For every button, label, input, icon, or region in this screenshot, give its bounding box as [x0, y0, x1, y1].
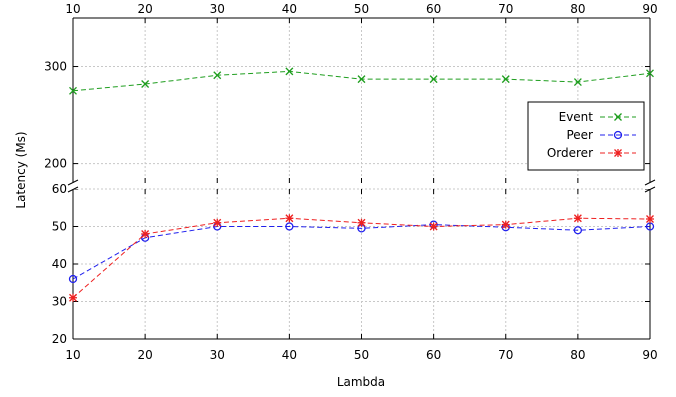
y-tick-label: 30 — [52, 295, 67, 309]
x-axis-label: Lambda — [337, 375, 385, 389]
data-point-event — [573, 78, 582, 87]
x-tick-label-bottom: 90 — [642, 348, 657, 362]
data-point-event — [501, 75, 510, 84]
axis-break-gap — [67, 183, 79, 189]
data-point-orderer — [141, 230, 150, 238]
axis-break-mark — [644, 186, 656, 193]
marker-stroke — [141, 80, 150, 88]
legend-box — [527, 101, 645, 171]
legend-marker-orderer — [614, 149, 622, 157]
marker-circle — [573, 226, 583, 235]
x-tick-label-bottom: 20 — [137, 348, 152, 362]
x-tick-label-bottom: 70 — [498, 348, 513, 362]
marker-stroke — [285, 67, 294, 76]
data-point-event — [69, 86, 77, 95]
legend-marker-peer — [613, 130, 623, 140]
y-tick-label: 40 — [52, 257, 67, 271]
legend-marker-event — [614, 113, 622, 121]
x-tick-label-bottom: 40 — [282, 348, 297, 362]
data-point-event — [357, 75, 366, 84]
marker-stroke — [213, 71, 222, 80]
x-tick-label-bottom: 60 — [426, 348, 441, 362]
data-point-event — [429, 75, 438, 84]
data-point-orderer — [501, 220, 510, 229]
y-tick-label: 20 — [52, 332, 67, 346]
tick-labels: 10 10 20 20 30 30 40 40 50 50 60 60 70 70 80 80 90 90 200 3… — [44, 2, 658, 362]
data-point-peer — [285, 222, 294, 231]
x-tick-label-top: 10 — [65, 2, 80, 16]
y-tick-label: 60 — [52, 182, 67, 196]
data-point-event — [213, 71, 222, 80]
marker-stroke — [429, 75, 438, 84]
marker-stroke — [69, 86, 77, 95]
data-point-orderer — [357, 218, 366, 227]
data-point-peer — [573, 226, 583, 235]
plot-frame — [67, 17, 656, 340]
marker-circle — [285, 222, 294, 231]
axis-break-gap — [644, 183, 656, 189]
axis-break-mark — [67, 186, 79, 193]
data-point-orderer — [213, 218, 222, 227]
x-tick-label-top: 70 — [498, 2, 513, 16]
x-tick-label-top: 30 — [210, 2, 225, 16]
marker-circle — [613, 130, 623, 140]
series-layer — [68, 67, 655, 302]
legend-label-event: Event — [559, 110, 594, 124]
marker-stroke — [573, 78, 582, 87]
y-axis-label: Latency (Ms) — [14, 131, 28, 208]
data-point-event — [141, 80, 150, 88]
axis-break-mark — [644, 179, 656, 186]
legend: Event Peer Orderer — [527, 101, 645, 171]
marker-stroke — [646, 69, 654, 78]
marker-stroke — [614, 113, 622, 121]
x-tick-label-top: 20 — [137, 2, 152, 16]
data-point-event — [285, 67, 294, 76]
y-tick-label: 200 — [44, 157, 67, 171]
marker-circle — [68, 274, 78, 284]
data-point-orderer — [285, 214, 294, 223]
x-tick-label-top: 50 — [354, 2, 369, 16]
marker-stroke — [501, 75, 510, 84]
data-point-orderer — [429, 222, 438, 231]
x-tick-label-top: 40 — [282, 2, 297, 16]
axis-break-mark — [67, 179, 79, 186]
data-point-orderer — [573, 214, 582, 223]
data-point-orderer — [69, 293, 77, 302]
legend-label-orderer: Orderer — [547, 146, 593, 160]
series-line-peer — [72, 224, 651, 280]
x-tick-label-top: 80 — [570, 2, 585, 16]
x-tick-label-top: 60 — [426, 2, 441, 16]
x-tick-label-bottom: 10 — [65, 348, 80, 362]
y-tick-label: 300 — [44, 60, 67, 74]
x-tick-label-bottom: 80 — [570, 348, 585, 362]
x-tick-label-top: 90 — [642, 2, 657, 16]
legend-label-peer: Peer — [566, 128, 593, 142]
x-tick-label-bottom: 30 — [210, 348, 225, 362]
y-tick-label: 50 — [52, 220, 67, 234]
data-point-peer — [68, 274, 78, 284]
marker-stroke — [357, 75, 366, 84]
x-tick-label-bottom: 50 — [354, 348, 369, 362]
data-point-event — [646, 69, 654, 78]
data-point-orderer — [646, 215, 654, 223]
